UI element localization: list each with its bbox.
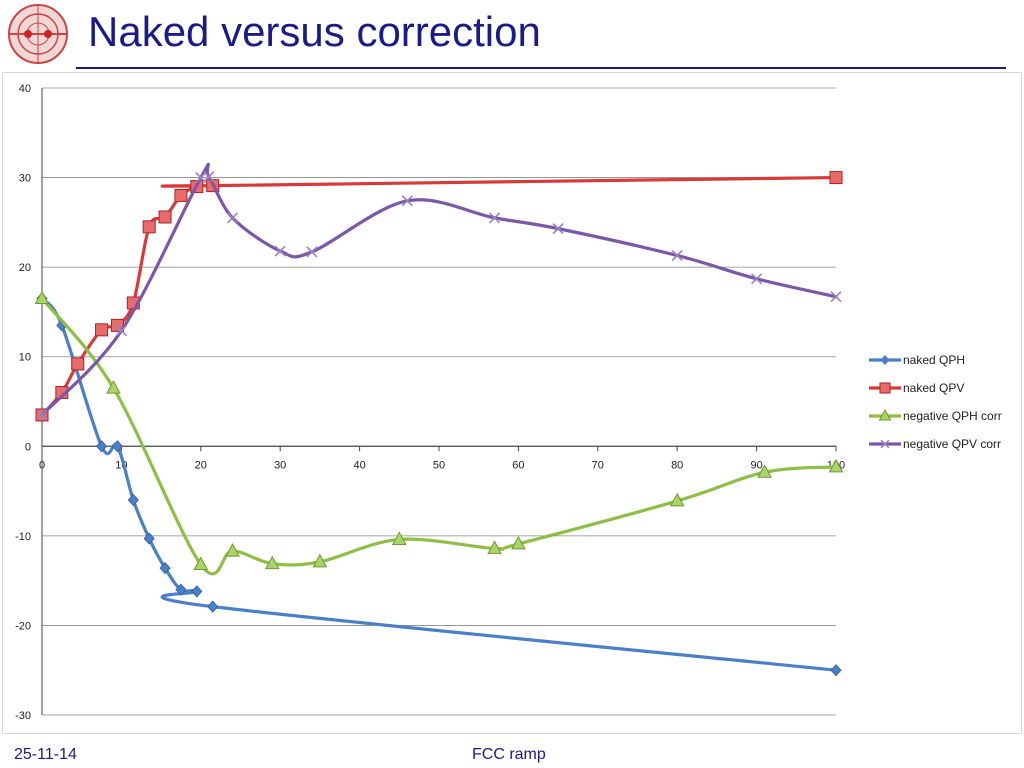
data-point-square bbox=[95, 323, 109, 337]
data-point-triangle bbox=[264, 555, 280, 570]
y-tick-label: 30 bbox=[19, 173, 31, 185]
x-tick-label: 30 bbox=[274, 459, 286, 471]
legend-marker bbox=[879, 382, 891, 394]
data-point-diamond bbox=[159, 562, 171, 575]
y-tick-label: 40 bbox=[19, 83, 31, 95]
legend-label: naked QPH bbox=[903, 353, 965, 367]
data-point-square bbox=[71, 357, 85, 371]
data-point-triangle bbox=[487, 540, 502, 554]
data-point-x bbox=[115, 325, 127, 337]
y-tick-label: 10 bbox=[19, 352, 31, 364]
data-point-x bbox=[552, 223, 564, 235]
y-tick-label: -10 bbox=[15, 531, 31, 543]
x-tick-label: 80 bbox=[671, 459, 683, 471]
series-line bbox=[40, 162, 838, 417]
data-point-x bbox=[401, 195, 413, 207]
data-point-x bbox=[203, 171, 215, 183]
legend-marker bbox=[880, 355, 890, 365]
data-point-triangle bbox=[669, 492, 685, 507]
data-point-diamond bbox=[207, 600, 219, 613]
x-tick-label: 0 bbox=[39, 459, 45, 471]
data-point-x bbox=[489, 212, 501, 224]
data-point-triangle bbox=[391, 531, 407, 545]
data-point-diamond bbox=[96, 440, 108, 453]
legend-marker bbox=[878, 408, 892, 421]
lhc-logo-icon bbox=[8, 4, 68, 64]
data-point-x bbox=[274, 245, 286, 257]
data-point-square bbox=[174, 188, 188, 202]
data-point-x bbox=[751, 273, 763, 285]
footer-date: 25-11-14 bbox=[14, 746, 77, 763]
data-point-diamond bbox=[111, 440, 123, 453]
data-point-square bbox=[142, 220, 156, 234]
data-point-x bbox=[226, 212, 239, 224]
data-point-triangle bbox=[828, 458, 844, 473]
data-point-x bbox=[306, 246, 318, 258]
data-point-diamond bbox=[175, 583, 187, 596]
data-point-triangle bbox=[312, 553, 328, 568]
y-tick-label: -30 bbox=[15, 710, 31, 722]
x-tick-label: 60 bbox=[512, 459, 524, 471]
legend-label: negative QPH corr bbox=[903, 409, 1002, 423]
data-point-x bbox=[830, 291, 842, 303]
x-tick-label: 20 bbox=[195, 459, 207, 471]
legend-label: negative QPV corr bbox=[903, 437, 1001, 451]
data-point-diamond bbox=[830, 664, 842, 677]
x-tick-label: 70 bbox=[592, 459, 604, 471]
data-point-triangle bbox=[34, 290, 50, 304]
x-tick-label: 40 bbox=[353, 459, 365, 471]
data-point-diamond bbox=[191, 585, 203, 598]
x-tick-label: 90 bbox=[750, 459, 762, 471]
series-line bbox=[40, 296, 838, 576]
data-point-x bbox=[36, 409, 48, 421]
data-point-triangle bbox=[193, 556, 209, 571]
y-tick-label: -20 bbox=[15, 620, 31, 632]
data-point-diamond bbox=[143, 532, 155, 545]
data-point-triangle bbox=[511, 535, 526, 550]
data-point-triangle bbox=[757, 464, 772, 478]
page-title: Naked versus correction bbox=[88, 8, 541, 55]
chart-frame: 403020100-10-20-300102030405060708090100… bbox=[2, 72, 1022, 734]
title-divider bbox=[76, 67, 1006, 69]
legend-label: naked QPV bbox=[903, 381, 964, 395]
data-point-x bbox=[671, 249, 683, 262]
data-point-diamond bbox=[127, 493, 139, 507]
y-tick-label: 0 bbox=[25, 441, 31, 453]
x-tick-label: 50 bbox=[433, 459, 445, 471]
y-tick-label: 20 bbox=[19, 262, 31, 274]
data-point-square bbox=[829, 171, 843, 185]
data-point-triangle bbox=[225, 543, 240, 557]
data-point-triangle bbox=[106, 380, 121, 394]
footer-label: FCC ramp bbox=[472, 746, 546, 763]
qp-chart: 403020100-10-20-300102030405060708090100… bbox=[15, 83, 1002, 722]
data-point-square bbox=[158, 210, 172, 224]
legend-marker bbox=[880, 439, 890, 449]
